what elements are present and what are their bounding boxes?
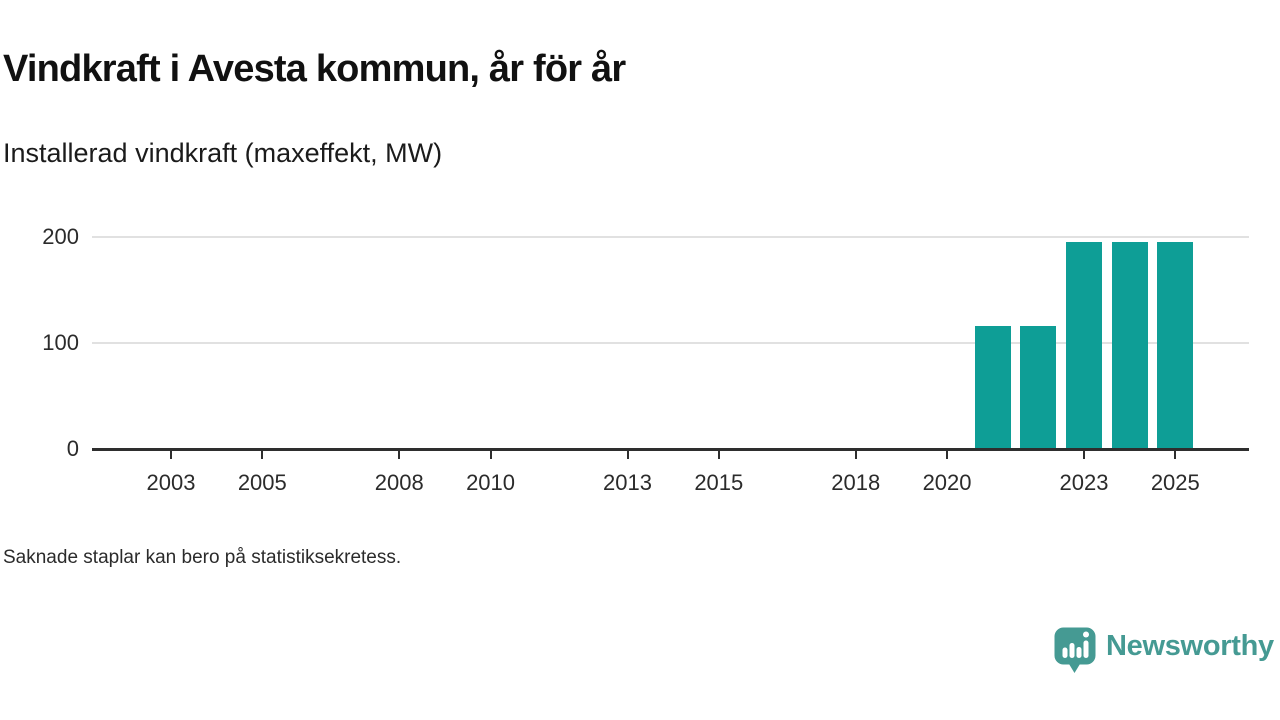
gridline-100	[92, 342, 1249, 344]
bar-2024	[1111, 242, 1148, 449]
x-tick-2005	[261, 451, 264, 459]
brand-logo: Newsworthy	[1053, 626, 1274, 674]
bar-2023	[1066, 242, 1102, 449]
x-axis-label-2008: 2008	[374, 470, 424, 495]
logo-exclamation-bar	[1083, 640, 1089, 658]
chart-subtitle: Installerad vindkraft (maxeffekt, MW)	[3, 138, 443, 168]
x-tick-2013	[626, 451, 629, 459]
x-tick-2025	[1174, 451, 1177, 459]
x-tick-2008	[398, 451, 401, 459]
bar-2022	[1020, 326, 1057, 449]
x-axis-label-2018: 2018	[831, 470, 881, 495]
x-axis-label-2023: 2023	[1059, 470, 1109, 495]
logo-bar-1	[1062, 647, 1068, 658]
brand-name: Newsworthy	[1106, 630, 1274, 662]
x-axis-label-2025: 2025	[1150, 470, 1200, 495]
x-tick-2023	[1083, 451, 1085, 459]
x-axis-label-2003: 2003	[146, 470, 196, 495]
x-tick-2018	[854, 451, 857, 459]
plot-area: 0 100 200 2003 2005 2008 2010 2013 2015 2018 2020 2…	[42, 224, 1249, 495]
x-tick-2015	[717, 451, 720, 459]
x-axis-label-2020: 2020	[922, 470, 972, 495]
x-axis-label-2013: 2013	[603, 470, 652, 495]
logo-exclamation-dot	[1083, 631, 1089, 638]
bar-2025	[1157, 242, 1194, 449]
newsworthy-logo-icon	[1054, 627, 1096, 673]
speech-bubble-shape	[1054, 627, 1096, 673]
gridline-200	[92, 236, 1249, 238]
footnote: Saknade staplar kan bero på statistiksek…	[3, 547, 402, 568]
logo-bar-2	[1069, 643, 1075, 658]
y-axis-label-100: 100	[42, 330, 79, 355]
page-title: Vindkraft i Avesta kommun, år för år	[3, 48, 626, 90]
y-axis-label-0: 0	[66, 436, 79, 461]
x-tick-2003	[170, 451, 172, 459]
x-axis-label-2015: 2015	[694, 470, 744, 495]
x-tick-2010	[489, 451, 492, 459]
x-axis-line	[92, 448, 1249, 451]
x-axis-label-2010: 2010	[466, 470, 516, 495]
x-tick-2020	[946, 451, 949, 459]
logo-bar-3	[1076, 647, 1082, 658]
y-axis-label-200: 200	[42, 224, 79, 249]
bar-2021	[974, 326, 1011, 449]
x-axis-label-2005: 2005	[237, 470, 287, 495]
